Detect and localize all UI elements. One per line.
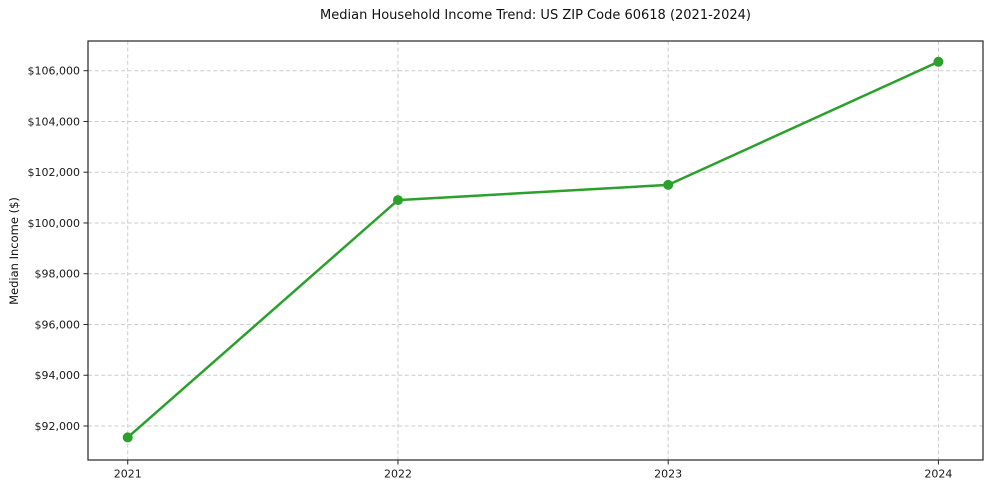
data-point-2023: [663, 179, 674, 190]
x-tick-label: 2023: [654, 468, 682, 481]
y-axis-label: Median Income ($): [7, 197, 21, 305]
x-tick-label: 2021: [114, 468, 142, 481]
y-tick-label: $102,000: [28, 166, 81, 179]
trend-line: [126, 60, 940, 439]
y-tick-label: $92,000: [35, 420, 81, 433]
y-tick-label: $94,000: [35, 369, 81, 382]
y-tick-label: $106,000: [28, 64, 81, 77]
x-tick-label: 2022: [384, 468, 412, 481]
y-tick-label: $96,000: [35, 318, 81, 331]
y-tick-label: $98,000: [35, 268, 81, 281]
chart-title: Median Household Income Trend: US ZIP Co…: [320, 8, 751, 23]
data-point-2022: [392, 195, 403, 206]
y-tick-label: $100,000: [28, 217, 81, 230]
x-tick-label: 2024: [924, 468, 952, 481]
data-point-2021: [122, 432, 133, 443]
data-point-2024: [933, 56, 944, 67]
plot-border: [87, 40, 984, 461]
y-tick-label: $104,000: [28, 115, 81, 128]
